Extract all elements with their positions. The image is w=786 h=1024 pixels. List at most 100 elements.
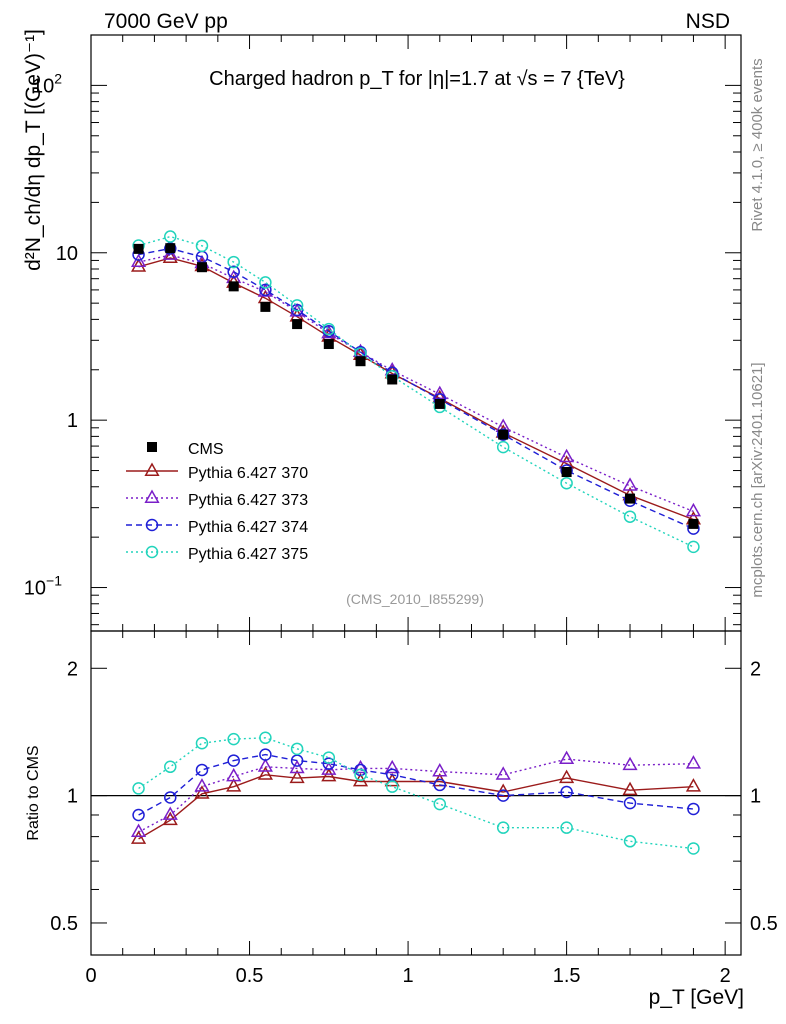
ratio-point-370 [257, 766, 273, 780]
ratio-point-370 [622, 781, 638, 796]
main-series-group [130, 230, 702, 554]
legend-label-374: Pythia 6.427 374 [188, 519, 308, 536]
ratio-point-374 [132, 808, 145, 822]
ratio-point-374 [290, 754, 304, 767]
ratio-point-375 [385, 780, 399, 793]
main-point-cms [292, 319, 303, 330]
legend-marker-cms [147, 442, 157, 452]
ratio-y-tick-label: 0.5 [50, 913, 78, 935]
main-point-374 [227, 265, 240, 279]
ratio-y-tick-label: 1 [67, 786, 78, 808]
ratio-point-375 [164, 760, 177, 774]
main-point-cms [165, 243, 176, 254]
ratio-point-375 [560, 821, 573, 834]
main-point-370 [162, 249, 178, 263]
ratio-point-374 [164, 791, 177, 804]
ratio-point-373 [257, 758, 273, 772]
ratio-point-373 [495, 766, 511, 780]
x-tick-label: 0 [85, 965, 96, 987]
ratio-point-375 [132, 782, 145, 795]
ratio-point-375 [623, 835, 637, 848]
main-panel-frame [90, 34, 742, 632]
legend-label-373: Pythia 6.427 373 [188, 492, 308, 509]
main-point-375 [496, 440, 510, 454]
main-line-374 [138, 247, 694, 530]
ratio-y-tick-label: 2 [67, 658, 78, 680]
main-point-375 [164, 230, 177, 243]
legend-label-375: Pythia 6.427 375 [188, 546, 308, 563]
ratio-point-370 [226, 778, 242, 792]
main-point-374 [259, 283, 272, 297]
main-point-373 [622, 477, 638, 491]
ratio-point-375 [290, 742, 304, 756]
legend-label-cms: CMS [188, 441, 224, 458]
legend-label-370: Pythia 6.427 370 [188, 465, 308, 482]
ratio-point-370 [321, 767, 337, 782]
ratio-point-373 [162, 806, 178, 820]
main-point-cms [323, 339, 334, 350]
main-point-cms [387, 374, 398, 385]
main-point-374 [164, 242, 177, 255]
y-tick-label: 10−1 [24, 573, 62, 600]
legend-marker-370 [144, 462, 160, 476]
ratio-panel-frame [90, 630, 742, 956]
main-point-cms [260, 301, 271, 312]
ratio-point-373 [622, 756, 638, 771]
ratio-y-tick-label-right: 0.5 [750, 913, 778, 935]
legend-marker-373 [144, 489, 160, 503]
ratio-point-374 [560, 785, 573, 799]
main-point-373 [321, 324, 337, 339]
main-point-373 [130, 253, 147, 268]
main-title: Charged hadron p_T for |η|=1.7 at √s = 7… [209, 68, 625, 90]
y-tick-exponent: −1 [46, 573, 62, 589]
ratio-point-375 [687, 842, 700, 855]
x-tick-label: 2 [720, 965, 731, 987]
ratio-point-373 [130, 823, 147, 838]
y-tick-exponent: 2 [54, 70, 62, 86]
y-tick-label: 1 [67, 410, 78, 432]
main-point-370 [130, 258, 147, 272]
ratio-panel-ticks: 0 0.5 1 1.5 2 0.5 0.5 1 1 2 2 [50, 631, 778, 987]
main-point-cms [625, 493, 636, 504]
ratio-point-375 [354, 768, 367, 782]
watermark: (CMS_2010_I855299) [346, 591, 484, 607]
ratio-line-374 [138, 753, 694, 816]
main-point-375 [623, 510, 637, 523]
ratio-point-375 [322, 751, 336, 764]
ratio-point-374 [496, 789, 510, 802]
ratio-point-370 [130, 830, 147, 844]
main-point-375 [259, 276, 272, 289]
main-point-cms [434, 398, 445, 409]
side-label-rivet: Rivet 4.1.0, ≥ 400k events [749, 58, 766, 231]
main-point-374 [496, 428, 510, 441]
ratio-point-374 [195, 763, 209, 777]
ratio-point-374 [354, 763, 367, 777]
ratio-point-375 [195, 736, 209, 750]
ratio-point-373 [432, 763, 448, 777]
legend: CMS Pythia 6.427 370 Pythia 6.427 373 Pythi… [126, 441, 308, 563]
ratio-point-374 [433, 778, 447, 792]
main-point-cms [196, 262, 207, 273]
ratio-point-373 [226, 767, 242, 782]
x-tick-label: 1 [403, 965, 414, 987]
main-point-cms [355, 356, 366, 367]
ratio-series-group [130, 731, 702, 855]
legend-marker-374 [145, 518, 159, 532]
ratio-y-tick-label-right: 1 [750, 786, 761, 808]
main-point-375 [290, 299, 304, 312]
main-point-cms [228, 281, 239, 292]
ratio-point-370 [194, 785, 210, 799]
main-point-373 [559, 448, 575, 463]
x-axis-label: p_T [GeV] [649, 986, 744, 1009]
ratio-point-370 [289, 769, 305, 784]
main-point-cms [498, 429, 509, 440]
side-label-mcplots: mcplots.cern.ch [arXiv:2401.10621] [749, 362, 766, 597]
ratio-point-373 [352, 759, 369, 774]
x-tick-label: 1.5 [553, 965, 581, 987]
main-point-373 [432, 385, 448, 400]
y-tick-label: 10 [56, 243, 78, 265]
main-point-375 [687, 540, 700, 554]
ratio-point-373 [559, 750, 575, 765]
main-point-375 [227, 255, 240, 269]
